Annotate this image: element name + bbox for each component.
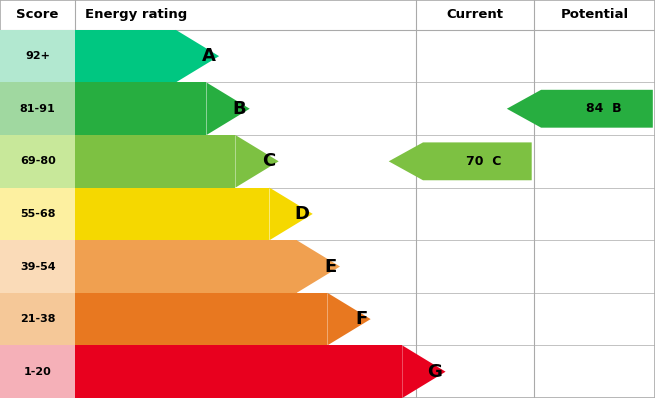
Text: C: C bbox=[262, 152, 275, 170]
Bar bbox=[0, 293, 75, 345]
Polygon shape bbox=[176, 30, 219, 82]
Bar bbox=[75, 82, 206, 135]
Polygon shape bbox=[402, 345, 445, 398]
Bar bbox=[75, 135, 235, 187]
Bar bbox=[0, 30, 75, 82]
Bar bbox=[0, 135, 75, 187]
Text: Score: Score bbox=[16, 8, 59, 21]
Bar bbox=[75, 187, 269, 240]
Polygon shape bbox=[235, 135, 278, 187]
Bar bbox=[0, 187, 75, 240]
Polygon shape bbox=[269, 187, 312, 240]
Text: 84  B: 84 B bbox=[586, 102, 622, 115]
Bar bbox=[75, 345, 402, 398]
Text: E: E bbox=[324, 258, 337, 275]
Bar bbox=[75, 293, 328, 345]
Text: 92+: 92+ bbox=[26, 51, 50, 61]
Polygon shape bbox=[388, 142, 532, 180]
Text: 1-20: 1-20 bbox=[24, 367, 52, 377]
Text: 39-54: 39-54 bbox=[20, 261, 56, 271]
Text: F: F bbox=[355, 310, 367, 328]
Text: Current: Current bbox=[446, 8, 504, 21]
Bar bbox=[0, 82, 75, 135]
Text: 69-80: 69-80 bbox=[20, 156, 56, 166]
Bar bbox=[0, 345, 75, 398]
Text: A: A bbox=[202, 47, 215, 65]
Bar bbox=[75, 30, 176, 82]
Text: G: G bbox=[428, 363, 442, 381]
Text: 21-38: 21-38 bbox=[20, 314, 56, 324]
Text: 55-68: 55-68 bbox=[20, 209, 56, 219]
Text: B: B bbox=[233, 100, 246, 118]
Bar bbox=[75, 240, 297, 293]
Text: 81-91: 81-91 bbox=[20, 104, 56, 114]
Polygon shape bbox=[507, 90, 653, 128]
Polygon shape bbox=[328, 293, 371, 345]
Text: Potential: Potential bbox=[560, 8, 629, 21]
Polygon shape bbox=[297, 240, 340, 293]
Text: 70  C: 70 C bbox=[466, 155, 502, 168]
Text: Energy rating: Energy rating bbox=[85, 8, 187, 21]
Text: D: D bbox=[295, 205, 309, 223]
Bar bbox=[0, 240, 75, 293]
Polygon shape bbox=[206, 82, 250, 135]
